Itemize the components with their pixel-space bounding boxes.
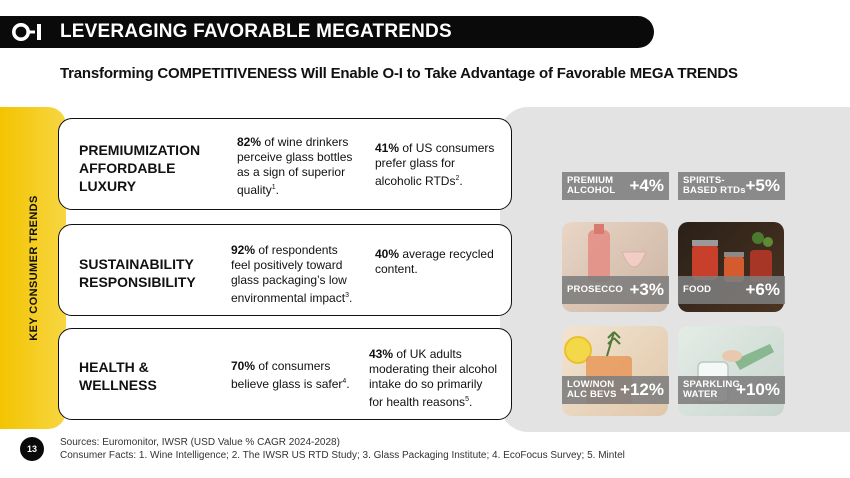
trend-fact: 40% average recycled content. [375, 247, 494, 276]
trend-card-health: HEALTH & WELLNESS 70% of consumers belie… [58, 328, 512, 420]
trend-fact: 43% of UK adults moderating their alcoho… [369, 347, 498, 409]
trend-title: SUSTAINABILITY RESPONSIBILITY [79, 256, 196, 290]
consumer-facts-line: Consumer Facts: 1. Wine Intelligence; 2.… [60, 450, 625, 461]
sources-line: Sources: Euromonitor, IWSR (USD Value % … [60, 437, 340, 448]
growth-tag-spirits-rtds: SPIRITS- BASED RTDs +5% [678, 172, 785, 200]
trend-fact: 92% of respondents feel positively towar… [231, 243, 353, 305]
trend-card-premiumization: PREMIUMIZATION AFFORDABLE LUXURY 82% of … [58, 118, 512, 210]
growth-tag-food: FOOD +6% [678, 276, 785, 304]
trend-fact: 70% of consumers believe glass is safer4… [231, 359, 350, 391]
page-subtitle: Transforming COMPETITIVENESS Will Enable… [60, 65, 738, 82]
trend-fact: 41% of US consumers prefer glass for alc… [375, 141, 495, 188]
trend-title: PREMIUMIZATION AFFORDABLE LUXURY [79, 142, 201, 194]
trend-title: HEALTH & WELLNESS [79, 359, 157, 393]
side-band [0, 107, 66, 429]
trend-card-sustainability: SUSTAINABILITY RESPONSIBILITY 92% of res… [58, 224, 512, 316]
growth-tag-low-non-alc: LOW/NON ALC BEVS +12% [562, 376, 669, 404]
side-label: KEY CONSUMER TRENDS [28, 195, 40, 341]
sources-note: Sources: Euromonitor, IWSR (USD Value % … [60, 436, 625, 462]
header-bar: LEVERAGING FAVORABLE MEGATRENDS [0, 16, 654, 48]
food-jars-photo-icon [692, 232, 773, 282]
growth-panel [500, 107, 850, 432]
oi-logo-icon [12, 23, 41, 41]
growth-tag-premium-alcohol: PREMIUM ALCOHOL +4% [562, 172, 669, 200]
trend-fact: 82% of wine drinkers perceive glass bott… [237, 135, 353, 197]
growth-tag-prosecco: PROSECCO +3% [562, 276, 669, 304]
page-title: LEVERAGING FAVORABLE MEGATRENDS [60, 21, 452, 42]
growth-tag-sparkling-water: SPARKLING WATER +10% [678, 376, 785, 404]
page-number: 13 [20, 437, 44, 461]
